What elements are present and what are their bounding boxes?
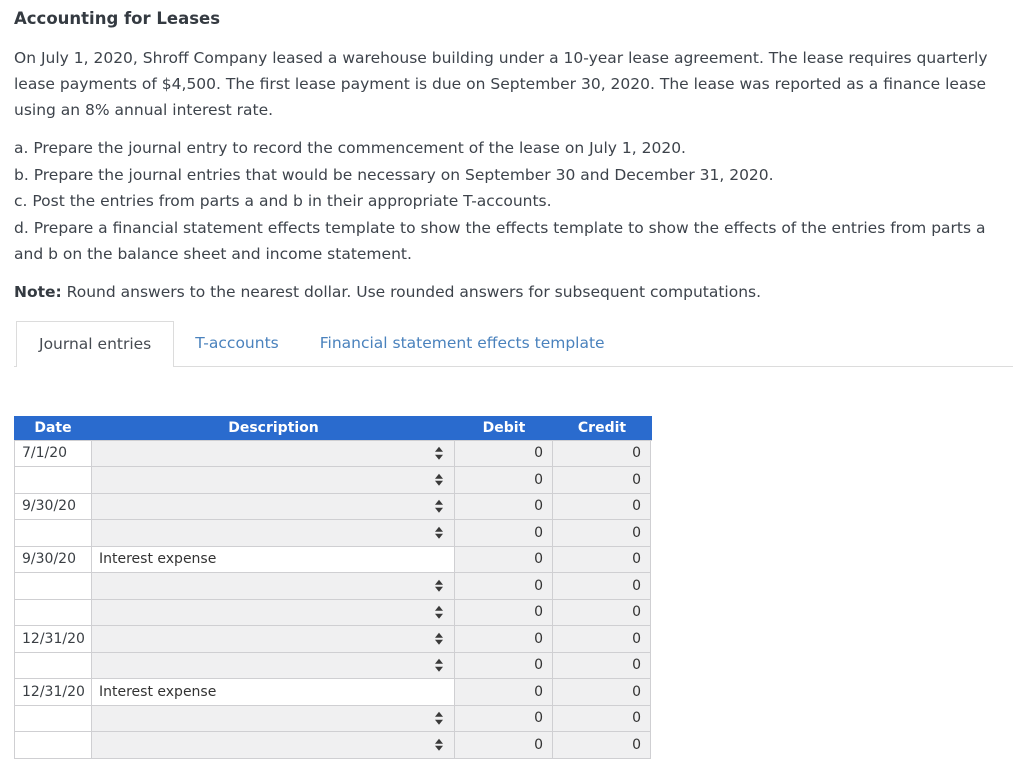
date-cell[interactable]: 7/1/20 xyxy=(14,440,92,467)
tab-t-accounts[interactable]: T-accounts xyxy=(195,334,279,352)
table-row: 0 0 xyxy=(14,652,652,679)
journal-table-header: Date Description Debit Credit xyxy=(14,415,652,440)
requirements-list: a. Prepare the journal entry to record t… xyxy=(14,135,1017,268)
tab-bar: Journal entries T-accounts Financial sta… xyxy=(14,320,1013,367)
journal-table-body: 7/1/20 0 0 0 0 9/30/20 0 0 0 0 9/30/20 I… xyxy=(14,439,652,759)
select-arrow-icon xyxy=(435,579,443,592)
credit-cell[interactable]: 0 xyxy=(553,599,651,626)
date-cell[interactable]: 12/31/20 xyxy=(14,626,92,653)
date-cell[interactable] xyxy=(14,705,92,732)
credit-cell[interactable]: 0 xyxy=(553,652,651,679)
date-cell[interactable] xyxy=(14,467,92,494)
column-header-date: Date xyxy=(34,419,72,436)
debit-cell[interactable]: 0 xyxy=(455,493,553,520)
description-cell[interactable] xyxy=(92,626,455,653)
description-cell[interactable] xyxy=(92,732,455,759)
description-cell[interactable] xyxy=(92,652,455,679)
table-row: 7/1/20 0 0 xyxy=(14,440,652,467)
description-cell[interactable] xyxy=(92,440,455,467)
debit-cell[interactable]: 0 xyxy=(455,440,553,467)
credit-cell[interactable]: 0 xyxy=(553,493,651,520)
table-row: 0 0 xyxy=(14,573,652,600)
tab-financial-statement-effects-template[interactable]: Financial statement effects template xyxy=(319,334,605,352)
credit-cell[interactable]: 0 xyxy=(553,626,651,653)
select-arrow-icon xyxy=(435,473,443,486)
select-arrow-icon xyxy=(435,500,443,513)
debit-cell[interactable]: 0 xyxy=(455,520,553,547)
credit-cell[interactable]: 0 xyxy=(553,679,651,706)
credit-cell[interactable]: 0 xyxy=(553,573,651,600)
table-row: 0 0 xyxy=(14,732,652,759)
date-cell[interactable]: 9/30/20 xyxy=(14,493,92,520)
requirement-item-b: b. Prepare the journal entries that woul… xyxy=(14,165,774,184)
credit-cell[interactable]: 0 xyxy=(553,520,651,547)
select-arrow-icon xyxy=(435,738,443,751)
credit-cell[interactable]: 0 xyxy=(553,705,651,732)
debit-cell[interactable]: 0 xyxy=(455,705,553,732)
table-row: 0 0 xyxy=(14,467,652,494)
date-cell[interactable] xyxy=(14,732,92,759)
select-arrow-icon xyxy=(435,606,443,619)
debit-cell[interactable]: 0 xyxy=(455,467,553,494)
tab-journal-entries[interactable]: Journal entries xyxy=(16,320,175,367)
table-row: 9/30/20 0 0 xyxy=(14,493,652,520)
column-header-debit: Debit xyxy=(482,419,526,436)
requirement-item-a: a. Prepare the journal entry to record t… xyxy=(14,139,686,157)
date-cell[interactable] xyxy=(14,520,92,547)
description-cell[interactable]: Interest expense xyxy=(92,546,455,573)
journal-entries-table: Date Description Debit Credit 7/1/20 0 0… xyxy=(14,415,652,759)
table-row: 9/30/20 Interest expense 0 0 xyxy=(14,546,652,573)
problem-statement: On July 1, 2020, Shroff Company leased a… xyxy=(14,49,988,119)
note-text: Round answers to the nearest dollar. Use… xyxy=(61,282,762,301)
description-cell[interactable] xyxy=(92,573,455,600)
date-cell[interactable] xyxy=(14,599,92,626)
debit-cell[interactable]: 0 xyxy=(455,546,553,573)
credit-cell[interactable]: 0 xyxy=(553,440,651,467)
debit-cell[interactable]: 0 xyxy=(455,732,553,759)
debit-cell[interactable]: 0 xyxy=(455,652,553,679)
table-row: 0 0 xyxy=(14,705,652,732)
select-arrow-icon xyxy=(435,526,443,539)
table-row: 12/31/20 0 0 xyxy=(14,626,652,653)
note-label: Note: xyxy=(14,282,62,301)
credit-cell[interactable]: 0 xyxy=(553,546,651,573)
page-title: Accounting for Leases xyxy=(14,9,221,28)
requirement-item-c: c. Post the entries from parts a and b i… xyxy=(14,192,552,210)
description-cell[interactable] xyxy=(92,520,455,547)
description-cell[interactable] xyxy=(92,467,455,494)
date-cell[interactable]: 12/31/20 xyxy=(14,679,92,706)
select-arrow-icon xyxy=(435,712,443,725)
credit-cell[interactable]: 0 xyxy=(553,467,651,494)
description-cell[interactable] xyxy=(92,599,455,626)
debit-cell[interactable]: 0 xyxy=(455,626,553,653)
debit-cell[interactable]: 0 xyxy=(455,599,553,626)
select-arrow-icon xyxy=(435,447,443,460)
table-row: 0 0 xyxy=(14,599,652,626)
select-arrow-icon xyxy=(435,659,443,672)
date-cell[interactable] xyxy=(14,573,92,600)
select-arrow-icon xyxy=(435,632,443,645)
date-cell[interactable] xyxy=(14,652,92,679)
column-header-credit: Credit xyxy=(577,419,627,436)
column-header-description: Description xyxy=(228,419,319,436)
credit-cell[interactable]: 0 xyxy=(553,732,651,759)
debit-cell[interactable]: 0 xyxy=(455,679,553,706)
description-cell[interactable] xyxy=(92,705,455,732)
debit-cell[interactable]: 0 xyxy=(455,573,553,600)
table-row: 0 0 xyxy=(14,520,652,547)
note: Note: Round answers to the nearest dolla… xyxy=(14,279,1021,305)
description-cell[interactable] xyxy=(92,493,455,520)
description-cell[interactable]: Interest expense xyxy=(92,679,455,706)
table-row: 12/31/20 Interest expense 0 0 xyxy=(14,679,652,706)
date-cell[interactable]: 9/30/20 xyxy=(14,546,92,573)
requirement-item-d: d. Prepare a financial statement effects… xyxy=(14,218,986,264)
